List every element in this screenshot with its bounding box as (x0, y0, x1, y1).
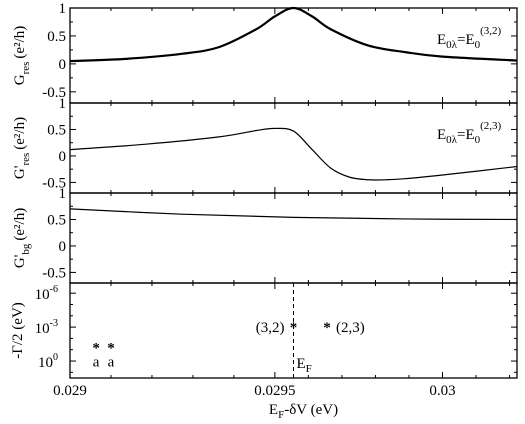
y-axis-label-main: G' (12, 165, 28, 179)
y-axis-label-sub: res (20, 153, 32, 166)
y-axis-label: G'res (e²/h) (12, 117, 32, 179)
x-tick-label: 0.0295 (254, 383, 295, 399)
y-axis-label: -Γ/2 (eV) (10, 302, 26, 359)
annotation-main: E (437, 127, 446, 143)
y-tick-label: 0 (59, 149, 67, 165)
panel-annotation: E0λ=E0 (3,2) (437, 25, 502, 51)
data-point-label: a (93, 354, 100, 370)
y-tick-label: 10-3 (35, 318, 58, 337)
series-line (69, 127, 518, 181)
annotation-sub2: 0 (475, 134, 481, 146)
x-axis-label-sub: F (278, 409, 284, 421)
y-tick-label: 1 (59, 96, 67, 112)
y-tick-label: -0.5 (42, 265, 66, 281)
y-axis-label: G'bg (e²/h) (12, 208, 32, 268)
y-axis-label-sub: bg (20, 243, 32, 255)
x-axis-label-main: E (269, 402, 278, 418)
data-point: * (92, 340, 100, 356)
y-tick-label: 10-6 (35, 284, 58, 303)
data-point-label: (2,3) (336, 320, 365, 336)
panel-2: 10.50-0.5G'res(e²/h) E0λ=E0(2,3) (12, 96, 518, 194)
y-tick-label: -0.5 (42, 175, 66, 191)
annotation-sub: 0λ (446, 39, 458, 51)
y-axis-label-main: G (12, 74, 28, 85)
data-point: * (323, 320, 331, 336)
y-tick-label: 0.5 (47, 122, 66, 138)
y-tick-label: -0.5 (42, 85, 66, 101)
y-axis-label-unit: (e²/h) (12, 117, 28, 150)
annotation-eq: =E (457, 127, 475, 143)
data-point: * (107, 340, 115, 356)
data-point-label: (3,2) (256, 320, 285, 336)
panel-annotation: E0λ=E0 (2,3) (437, 120, 502, 146)
data-point-label: a (108, 354, 115, 370)
y-axis-label-unit: (e²/h) (12, 26, 28, 59)
annotation-sup: (2,3) (480, 120, 501, 132)
series-line (69, 208, 518, 221)
y-tick-label: 0.5 (47, 29, 66, 45)
y-axis-label-unit: (e²/h) (12, 208, 28, 241)
annotation-sub2: 0 (475, 39, 481, 51)
x-tick-label: 0.03 (429, 383, 455, 399)
annotation-sup: (3,2) (480, 25, 501, 37)
y-axis-label-sub: res (20, 62, 32, 75)
x-axis-label-rest: -δV (eV) (284, 402, 338, 418)
panel-3-frame (69, 192, 518, 284)
fermi-level-label: EF (297, 356, 312, 375)
y-tick-label: 100 (38, 352, 58, 371)
y-tick-label: 1 (59, 186, 67, 202)
x-axis-label: EF-δV (eV) (269, 402, 338, 421)
y-tick-label: 1 (59, 1, 67, 17)
panel-2-frame (69, 102, 518, 194)
annotation-sub: 0λ (446, 134, 458, 146)
y-tick-label: 0.5 (47, 212, 66, 228)
panel-3: 1 0.5 0 -0.5 G'bg (e²/h) (12, 186, 518, 284)
annotation-main: E (437, 32, 446, 48)
y-axis-label-main: G' (12, 254, 28, 268)
data-point: * (290, 320, 298, 336)
y-axis-label: Gres (e²/h) (12, 26, 32, 85)
y-tick-label: 0 (59, 239, 67, 255)
x-tick-label: 0.029 (53, 383, 87, 399)
annotation-eq: =E (457, 32, 475, 48)
series-line (69, 6, 518, 63)
y-tick-label: 0 (59, 57, 67, 73)
panel-1-frame (69, 7, 518, 104)
